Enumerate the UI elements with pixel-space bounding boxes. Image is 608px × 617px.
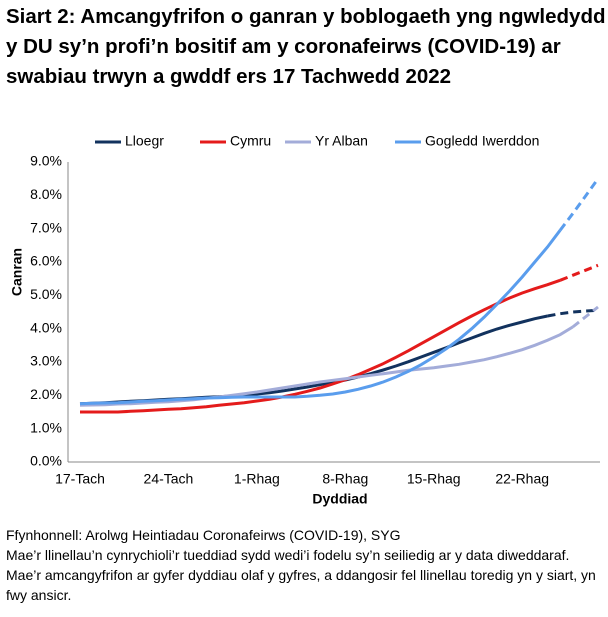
x-axis-label: Dyddiad — [312, 491, 367, 507]
series-line — [79, 229, 562, 406]
source: Ffynhonnell: Arolwg Heintiadau Coronafei… — [6, 527, 401, 543]
y-tick-label: 6.0% — [30, 253, 62, 269]
note: Mae’r llinellau’n cynrychioli’r tueddiad… — [6, 547, 596, 603]
series-line — [80, 278, 561, 414]
x-tick-label: 17-Tach — [55, 471, 105, 487]
legend-label: Yr Alban — [315, 133, 368, 149]
x-tick-label: 15-Rhag — [407, 471, 461, 487]
x-tick-label: 1-Rhag — [234, 471, 280, 487]
x-tick-label: 22-Rhag — [495, 471, 549, 487]
y-tick-label: 2.0% — [30, 386, 62, 402]
y-tick-label: 9.0% — [30, 153, 62, 169]
y-tick-label: 3.0% — [30, 353, 62, 369]
series-line — [559, 263, 599, 282]
legend-label: Gogledd Iwerddon — [425, 133, 539, 149]
x-tick-label: 8-Rhag — [322, 471, 368, 487]
y-tick-label: 8.0% — [30, 186, 62, 202]
footer: Ffynhonnell: Arolwg Heintiadau Coronafei… — [6, 525, 606, 605]
y-tick-label: 7.0% — [30, 219, 62, 235]
x-tick-label: 24-Tach — [144, 471, 194, 487]
legend-label: Lloegr — [125, 133, 164, 149]
series-line — [558, 177, 600, 232]
legend-label: Cymru — [230, 133, 271, 149]
series-line — [571, 305, 599, 329]
y-tick-label: 5.0% — [30, 286, 62, 302]
series-line — [547, 308, 599, 318]
y-tick-label: 1.0% — [30, 419, 62, 435]
chart-title: Siart 2: Amcangyfrifon o ganran y boblog… — [6, 5, 606, 88]
y-axis-label: Canran — [9, 248, 25, 296]
y-tick-label: 0.0% — [30, 453, 62, 469]
series-line — [79, 325, 574, 407]
y-tick-label: 4.0% — [30, 319, 62, 335]
